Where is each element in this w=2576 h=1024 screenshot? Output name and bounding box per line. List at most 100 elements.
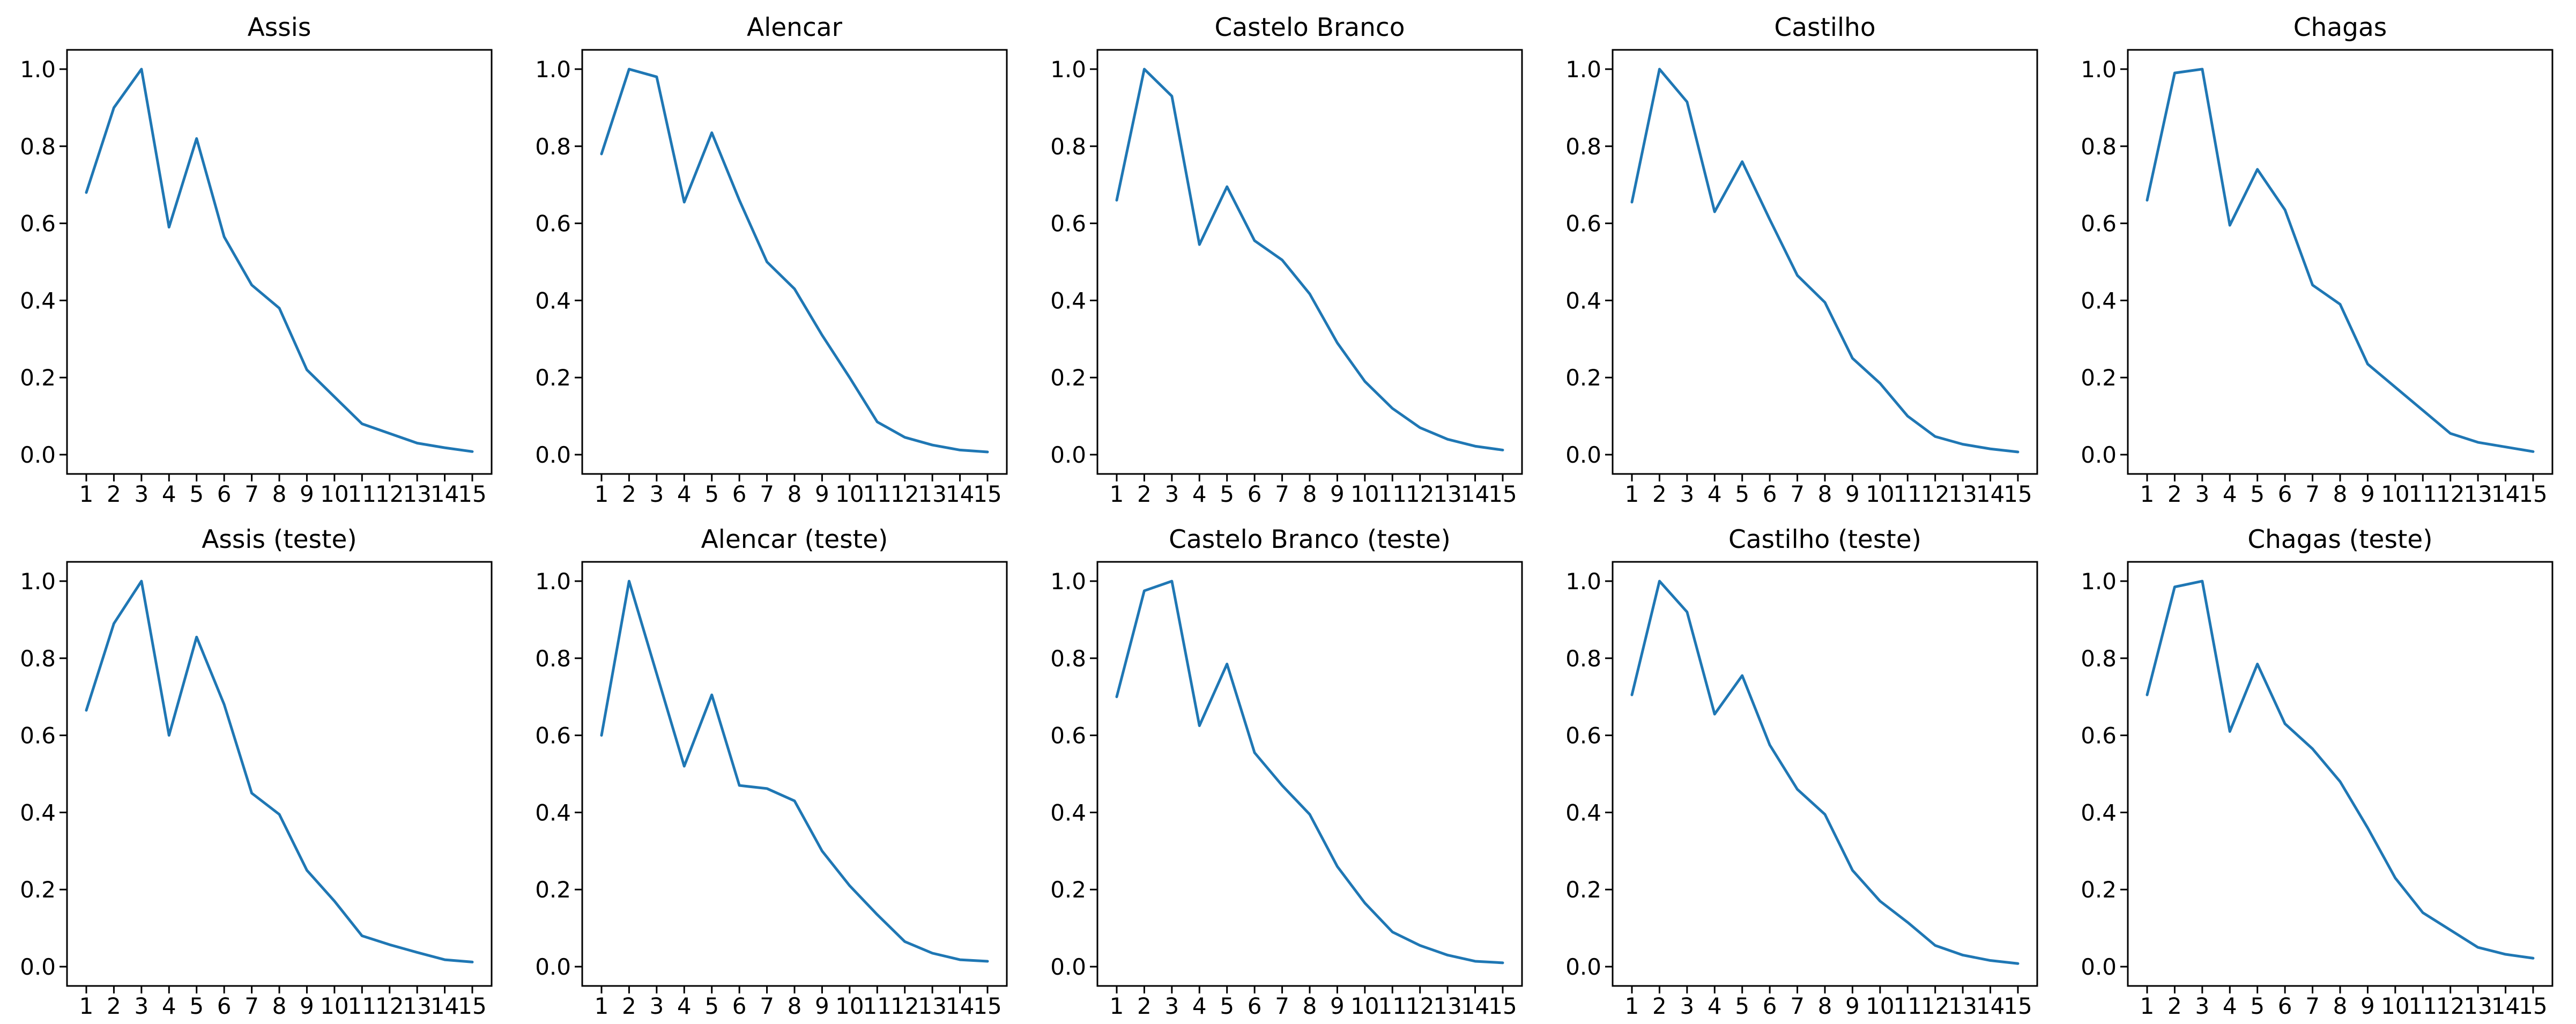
axes-spines: [2127, 49, 2553, 475]
y-tick-label: 0.8: [1565, 645, 1601, 672]
x-tick-label: 7: [760, 481, 774, 507]
x-tick-label: 4: [162, 481, 176, 507]
x-tick-label: 6: [1248, 481, 1262, 507]
subplot-castilho-teste: 0.0 0.2 0.4 0.6 0.8 1.0 1 2 3 4 5 6 7 8 9 10 11 12 13 14 15 …: [1546, 512, 2061, 1024]
y-tick-label: 0.4: [1050, 287, 1086, 314]
x-tick-label: 9: [1330, 993, 1345, 1019]
x-tick-label: 3: [1680, 993, 1694, 1019]
x-tick-label: 14: [2491, 993, 2520, 1019]
y-tick-label: 0.8: [1050, 133, 1086, 160]
y-tick-label: 0.0: [2081, 954, 2117, 980]
y-tick-label: 0.4: [535, 287, 571, 314]
y-tick-label: 1.0: [535, 568, 571, 595]
x-tick-label: 11: [2409, 993, 2437, 1019]
y-tick-label: 0.8: [2081, 133, 2117, 160]
chart-title: Assis (teste): [202, 525, 357, 554]
y-tick-label: 0.8: [2081, 645, 2117, 672]
x-tick-label: 4: [677, 993, 692, 1019]
y-tick-label: 0.0: [1050, 954, 1086, 980]
x-tick-label: 1: [595, 993, 609, 1019]
x-tick-label: 5: [704, 481, 719, 507]
x-tick-label: 3: [1680, 481, 1694, 507]
y-tick-label: 0.4: [1565, 799, 1601, 826]
x-tick-label: 6: [217, 993, 232, 1019]
chart-title: Assis: [247, 13, 311, 42]
subplot-castelo-branco-teste: 0.0 0.2 0.4 0.6 0.8 1.0 1 2 3 4 5 6 7 8 9 10 11 12 13 14 15 …: [1030, 512, 1546, 1024]
x-tick-label: 10: [320, 481, 348, 507]
y-tick-label: 1.0: [20, 568, 56, 595]
x-tick-label: 5: [189, 481, 204, 507]
x-tick-label: 5: [189, 993, 204, 1019]
y-tick-label: 0.2: [2081, 877, 2117, 903]
x-tick-label: 8: [2333, 993, 2348, 1019]
x-tick-label: 6: [2278, 481, 2292, 507]
x-tick-label: 7: [244, 993, 259, 1019]
x-tick-label: 9: [2360, 481, 2375, 507]
x-tick-label: 11: [863, 993, 892, 1019]
x-tick-label: 11: [1378, 481, 1407, 507]
x-tick-label: 12: [2436, 481, 2464, 507]
x-tick-label: 3: [2195, 993, 2209, 1019]
x-tick-label: 15: [973, 993, 1001, 1019]
x-tick-label: 4: [2223, 993, 2237, 1019]
x-tick-label: 10: [1350, 993, 1379, 1019]
x-tick-label: 2: [2167, 481, 2182, 507]
data-line: [85, 580, 474, 963]
x-tick-label: 4: [677, 481, 692, 507]
subplot-chagas-teste: 0.0 0.2 0.4 0.6 0.8 1.0 1 2 3 4 5 6 7 8 9 10 11 12 13 14 15 …: [2061, 512, 2576, 1024]
y-tick-label: 0.2: [535, 877, 571, 903]
y-tick-label: 0.8: [20, 133, 56, 160]
x-tick-label: 6: [732, 993, 747, 1019]
x-tick-label: 11: [348, 993, 376, 1019]
subplot-chagas: 0.0 0.2 0.4 0.6 0.8 1.0 1 2 3 4 5 6 7 8 9 10 11 12 13 14 15 …: [2061, 0, 2576, 512]
x-tick-label: 4: [1192, 481, 1207, 507]
y-tick-label: 0.6: [1565, 211, 1601, 237]
x-tick-label: 5: [704, 993, 719, 1019]
x-tick-label: 11: [863, 481, 892, 507]
y-tick-label: 0.6: [2081, 211, 2117, 237]
y-tick-label: 0.0: [20, 954, 56, 980]
x-tick-label: 1: [595, 481, 609, 507]
axes-spines: [581, 561, 1008, 987]
data-line: [85, 68, 474, 453]
y-tick-label: 0.4: [2081, 287, 2117, 314]
chart-title: Castilho (teste): [1728, 525, 1921, 554]
x-tick-label: 10: [320, 993, 348, 1019]
x-tick-label: 7: [1790, 993, 1805, 1019]
subplot-castilho: 0.0 0.2 0.4 0.6 0.8 1.0 1 2 3 4 5 6 7 8 9 10 11 12 13 14 15 …: [1546, 0, 2061, 512]
data-line: [600, 68, 989, 454]
y-tick-label: 0.2: [2081, 365, 2117, 391]
x-tick-label: 10: [2381, 481, 2409, 507]
x-tick-label: 13: [1948, 481, 1977, 507]
x-tick-label: 6: [1248, 993, 1262, 1019]
data-line: [2146, 580, 2535, 960]
y-tick-label: 0.6: [2081, 723, 2117, 749]
x-tick-label: 5: [2250, 993, 2265, 1019]
x-tick-label: 2: [2167, 993, 2182, 1019]
y-tick-label: 0.6: [1050, 723, 1086, 749]
x-tick-label: 15: [2519, 993, 2547, 1019]
x-tick-label: 15: [1488, 481, 1517, 507]
y-tick-label: 0.8: [20, 645, 56, 672]
x-tick-label: 10: [1350, 481, 1379, 507]
y-tick-label: 1.0: [1050, 56, 1086, 83]
y-tick-label: 0.6: [1565, 723, 1601, 749]
y-tick-label: 0.6: [535, 723, 571, 749]
y-tick-label: 0.0: [1565, 442, 1601, 468]
chart-title: Alencar: [747, 13, 842, 42]
x-tick-label: 9: [815, 481, 829, 507]
x-tick-label: 13: [918, 993, 946, 1019]
y-tick-label: 0.4: [1050, 799, 1086, 826]
x-tick-label: 7: [1790, 481, 1805, 507]
x-tick-label: 15: [2003, 481, 2032, 507]
x-tick-label: 14: [430, 481, 459, 507]
y-tick-label: 0.4: [20, 799, 56, 826]
subplot-castelo-branco: 0.0 0.2 0.4 0.6 0.8 1.0 1 2 3 4 5 6 7 8 9 10 11 12 13 14 15 …: [1030, 0, 1546, 512]
x-tick-label: 12: [1921, 993, 1949, 1019]
y-tick-label: 0.4: [20, 287, 56, 314]
subplot-assis: 0.0 0.2 0.4 0.6 0.8 1.0 1 2 3 4 5 6 7 8 9 10 11 12 13 14 15 …: [0, 0, 515, 512]
y-tick-label: 1.0: [535, 56, 571, 83]
